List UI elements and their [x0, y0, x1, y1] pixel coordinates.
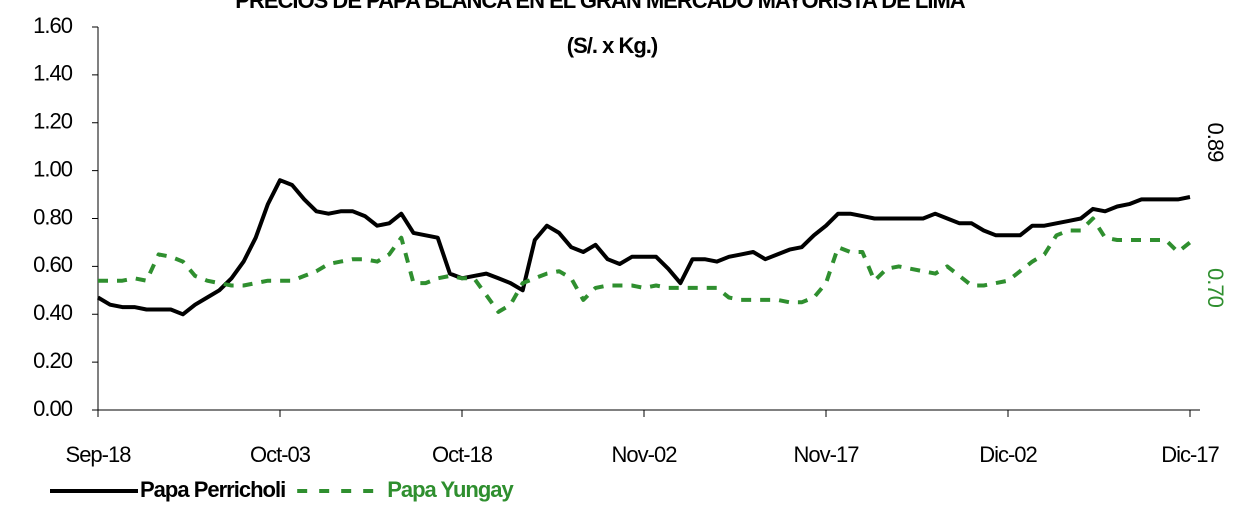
- y-tick-label: 1.20: [33, 109, 73, 134]
- y-tick-label: 1.60: [33, 13, 73, 38]
- chart-title: PRECIOS DE PAPA BLANCA EN EL GRAN MERCAD…: [235, 0, 965, 13]
- x-tick-label: Dic-02: [979, 442, 1037, 467]
- x-tick-label: Dic-17: [1161, 442, 1219, 467]
- line-series: [96, 178, 1191, 317]
- value-label: 0.89: [1203, 123, 1228, 163]
- value-label: 0.70: [1203, 268, 1228, 308]
- x-tick-label: Oct-03: [250, 442, 311, 467]
- x-tick-label: Nov-17: [794, 442, 860, 467]
- y-tick-label: 0.80: [33, 204, 73, 229]
- x-tick-label: Nov-02: [612, 442, 678, 467]
- y-tick-label: 0.60: [33, 252, 73, 277]
- chart-subtitle: (S/. x Kg.): [567, 33, 658, 58]
- legend-label: Papa Yungay: [387, 477, 514, 502]
- x-tick-label: Oct-18: [432, 442, 493, 467]
- y-tick-label: 1.40: [33, 61, 73, 86]
- x-tick-label: Sep-18: [66, 442, 132, 467]
- y-tick-label: 0.40: [33, 300, 73, 325]
- y-tick-label: 1.00: [33, 156, 73, 181]
- y-tick-label: 0.20: [33, 348, 73, 373]
- legend-label: Papa Perricholi: [140, 477, 285, 502]
- y-tick-label: 0.00: [33, 396, 73, 421]
